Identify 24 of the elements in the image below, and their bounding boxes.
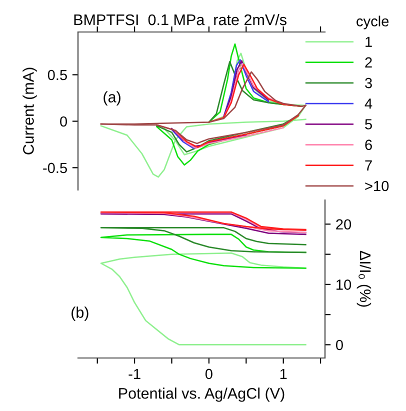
y-axis-title: Current (mA) — [22, 68, 37, 154]
legend-label: 6 — [365, 140, 372, 150]
y-tick-label: -0.5 — [43, 162, 67, 174]
x-axis-title: Potential vs. Ag/AgCl (V) — [119, 388, 284, 402]
y-tick-label: 20 — [336, 219, 352, 230]
legend-label: 7 — [365, 160, 372, 170]
x-tick-label: -1 — [128, 368, 140, 379]
x-tick-label: 1 — [280, 368, 287, 379]
y-axis-title: ΔI/I₀ (%) — [356, 250, 372, 307]
chart-title: BMPTFSI 0.1 MPa rate 2mV/s — [74, 14, 286, 26]
legend-label: 5 — [365, 119, 372, 130]
y-tick-label: 0.5 — [48, 70, 67, 80]
y-tick-label: 0 — [60, 116, 68, 127]
legend-label: 3 — [365, 78, 372, 88]
y-tick-label: 10 — [336, 280, 352, 290]
legend-title: cycle — [356, 16, 389, 30]
x-tick-label: 0 — [205, 368, 212, 380]
legend-label: 2 — [365, 57, 372, 68]
annotation: (a) — [104, 91, 120, 106]
legend-label: >10 — [365, 180, 389, 192]
y-tick-label: 0 — [336, 340, 343, 350]
legend-label: 4 — [364, 98, 372, 109]
legend-label: 1 — [366, 36, 372, 47]
annotation: (b) — [72, 306, 88, 321]
